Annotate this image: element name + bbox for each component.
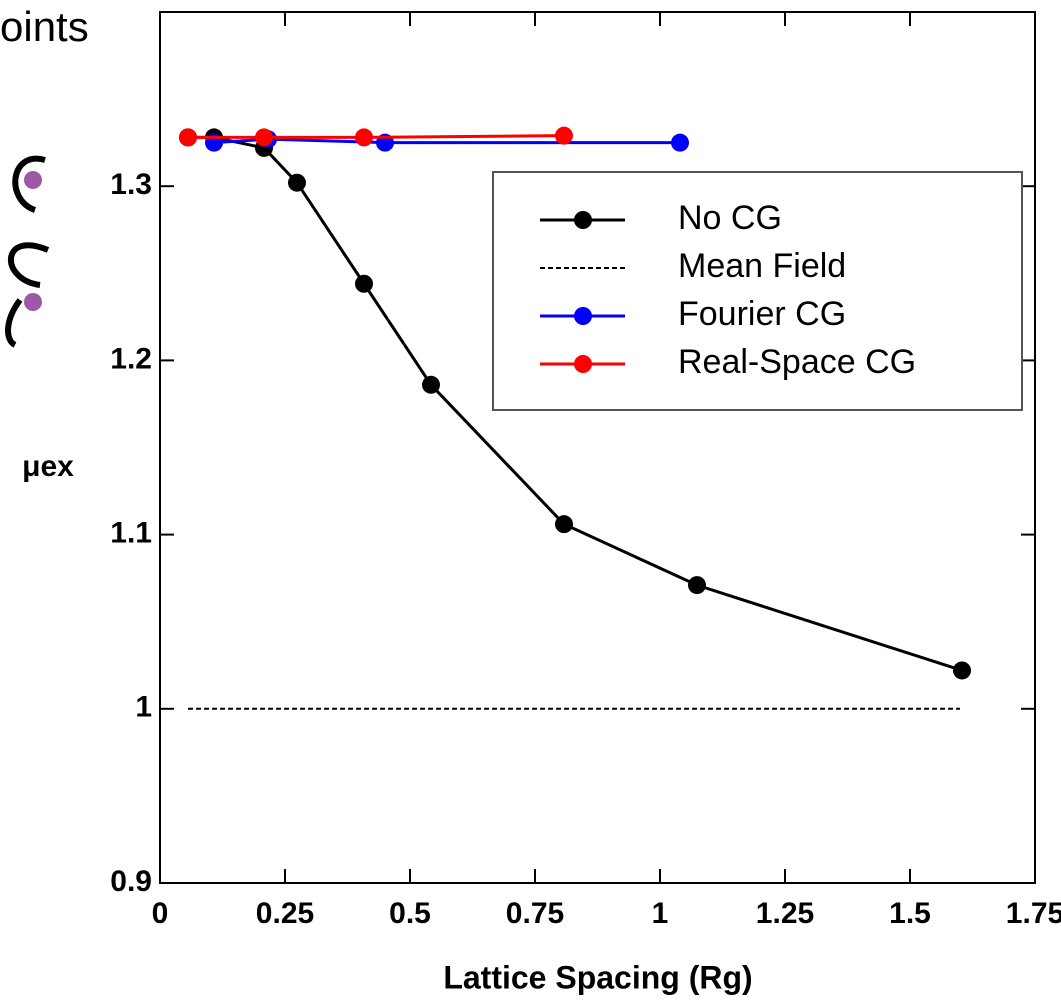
cropped-text: oints <box>0 3 89 50</box>
x-tick-label: 1 <box>652 897 669 930</box>
point <box>555 126 573 145</box>
x-tick-label: 0 <box>152 897 169 930</box>
point <box>355 128 373 147</box>
y-tick-label: 1.3 <box>110 168 152 201</box>
y-axis-label: μex <box>22 450 74 483</box>
series-line <box>188 134 565 139</box>
x-tick-label: 0.5 <box>389 897 431 930</box>
legend-marker <box>574 355 592 373</box>
point <box>555 515 573 534</box>
point <box>671 133 689 152</box>
cropped-drawing <box>5 155 50 348</box>
legend-label: Real-Space CG <box>678 343 916 381</box>
x-axis-label: Lattice Spacing (Rg) <box>443 959 752 995</box>
x-tick-label: 1.25 <box>756 897 814 930</box>
point <box>953 661 971 680</box>
x-tick-label: 1.75 <box>1006 897 1061 930</box>
point <box>688 576 706 595</box>
x-tick-label: 1.5 <box>889 897 931 930</box>
cropped-dot <box>24 293 42 311</box>
y-tick-label: 0.9 <box>110 865 152 898</box>
cropped-dot <box>24 171 42 189</box>
y-tick-label: 1.2 <box>110 342 152 375</box>
series-line <box>213 137 680 145</box>
legend-label: No CG <box>678 199 782 237</box>
point <box>179 128 197 147</box>
y-tick-label: 1 <box>135 691 152 724</box>
plot-frame <box>159 11 1036 884</box>
x-tick-label: 0.75 <box>506 897 564 930</box>
legend-marker <box>574 211 592 229</box>
y-tick-label: 1.1 <box>110 517 152 550</box>
legend-label: Mean Field <box>678 247 846 285</box>
legend-marker <box>574 307 592 325</box>
legend-label: Fourier CG <box>678 295 846 333</box>
point <box>422 375 440 394</box>
point <box>255 128 273 147</box>
point <box>288 173 306 192</box>
point <box>355 274 373 293</box>
x-tick-label: 0.25 <box>256 897 314 930</box>
